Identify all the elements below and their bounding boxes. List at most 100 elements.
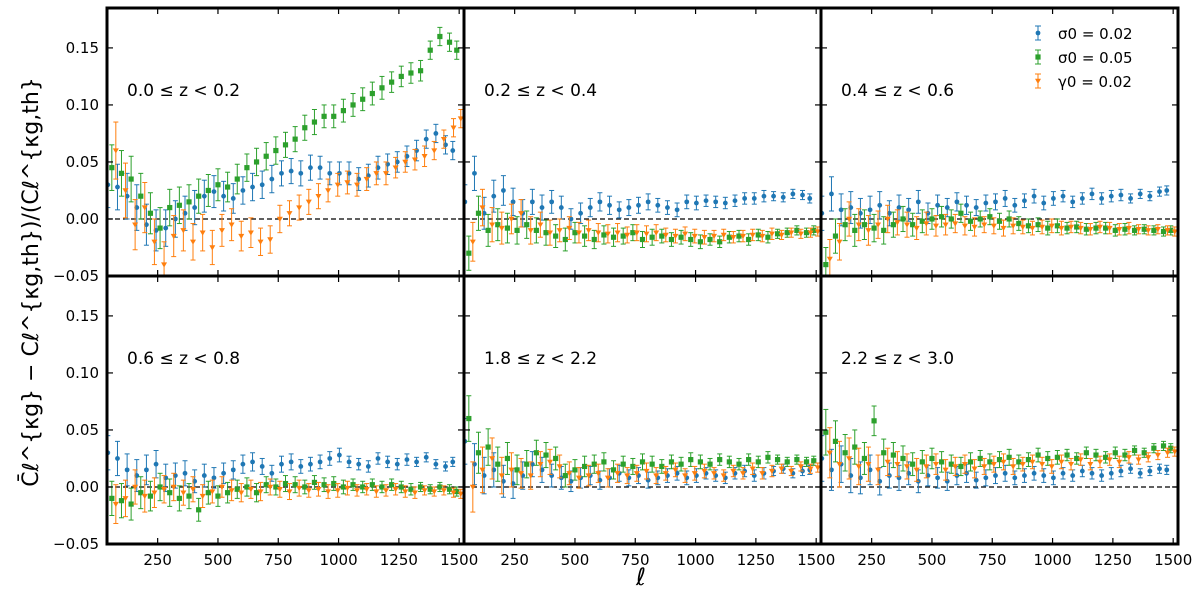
data-point [855, 222, 862, 228]
data-point [1122, 226, 1128, 232]
data-point [247, 487, 254, 493]
data-point [286, 211, 293, 217]
data-point [292, 482, 298, 488]
data-point [325, 188, 332, 194]
data-point [180, 490, 187, 496]
data-point [814, 465, 821, 471]
data-point [225, 490, 231, 496]
data-point [315, 487, 322, 493]
data-point [394, 461, 400, 467]
data-point [871, 225, 877, 231]
data-point [402, 159, 409, 165]
data-point [543, 230, 549, 236]
data-point [288, 459, 294, 465]
data-point [1137, 470, 1143, 476]
data-point [466, 415, 472, 422]
data-point [533, 227, 539, 233]
data-point [823, 261, 829, 268]
data-point [302, 125, 308, 131]
data-point [711, 233, 718, 240]
data-point [691, 471, 698, 477]
data-point [1077, 457, 1084, 463]
data-point [977, 216, 983, 222]
data-point [360, 96, 366, 102]
x-tick-label: 500 [204, 551, 233, 569]
data-point [1048, 223, 1055, 229]
data-point [722, 200, 728, 206]
x-tick-label: 1250 [1094, 551, 1132, 569]
x-tick-label: 1000 [676, 551, 714, 569]
data-point [433, 461, 439, 467]
data-point [141, 205, 148, 211]
data-point [211, 475, 217, 481]
data-point [491, 193, 497, 199]
data-point [1137, 191, 1143, 197]
x-tick-label: 250 [857, 551, 886, 569]
x-tick-label: 750 [621, 551, 650, 569]
data-point [1041, 200, 1047, 206]
panel-redshift-label: 2.2 ≤ z < 3.0 [841, 349, 954, 369]
data-point [205, 490, 211, 496]
panel-data [107, 26, 464, 276]
data-point [939, 459, 945, 465]
data-point [919, 218, 925, 224]
data-point [674, 207, 680, 213]
data-point [1103, 454, 1109, 460]
data-point [389, 79, 395, 85]
data-point [855, 464, 862, 470]
y-tick-label: 0.15 [66, 307, 99, 325]
panel-data [464, 155, 821, 271]
data-point [228, 222, 235, 228]
data-point [620, 461, 626, 467]
data-point [639, 236, 646, 243]
x-tick-label: 1250 [380, 551, 418, 569]
data-point [282, 142, 289, 148]
data-point [852, 227, 858, 233]
data-point [566, 471, 573, 477]
legend-entry: σ0 = 0.02 [1035, 25, 1133, 43]
data-point [556, 464, 563, 470]
data-point [205, 187, 211, 194]
data-point [176, 495, 182, 501]
data-point [1108, 470, 1114, 476]
data-point [794, 457, 800, 463]
data-point [163, 225, 169, 231]
data-point [838, 207, 844, 213]
data-point [199, 230, 206, 236]
data-point [582, 463, 588, 470]
data-point [190, 487, 197, 493]
data-point [433, 131, 439, 136]
data-point [298, 170, 304, 176]
data-point [209, 245, 216, 251]
legend-marker-icon [1035, 54, 1041, 60]
data-point [1106, 225, 1113, 232]
data-point [659, 233, 665, 239]
data-point [662, 232, 669, 238]
data-point [1002, 196, 1008, 201]
panel-data [821, 176, 1178, 276]
legend-label: σ0 = 0.05 [1058, 49, 1133, 67]
data-point [682, 231, 689, 237]
data-point [529, 199, 535, 205]
data-point [450, 459, 456, 465]
x-tick-label: 1000 [319, 551, 357, 569]
data-point [161, 487, 168, 493]
data-point [402, 489, 409, 495]
data-point [1131, 227, 1138, 233]
data-point [221, 470, 227, 476]
data-point [717, 457, 723, 463]
data-point [688, 236, 694, 243]
data-point [1089, 191, 1095, 197]
data-point [703, 198, 709, 204]
data-point [587, 205, 593, 210]
data-point [653, 473, 660, 479]
data-point [842, 222, 848, 228]
data-point [826, 450, 833, 456]
data-point [296, 205, 303, 211]
data-point [682, 473, 689, 479]
data-point [794, 227, 800, 233]
data-point [693, 200, 699, 206]
data-point [736, 461, 742, 467]
data-point [118, 170, 125, 176]
data-point [228, 488, 235, 494]
